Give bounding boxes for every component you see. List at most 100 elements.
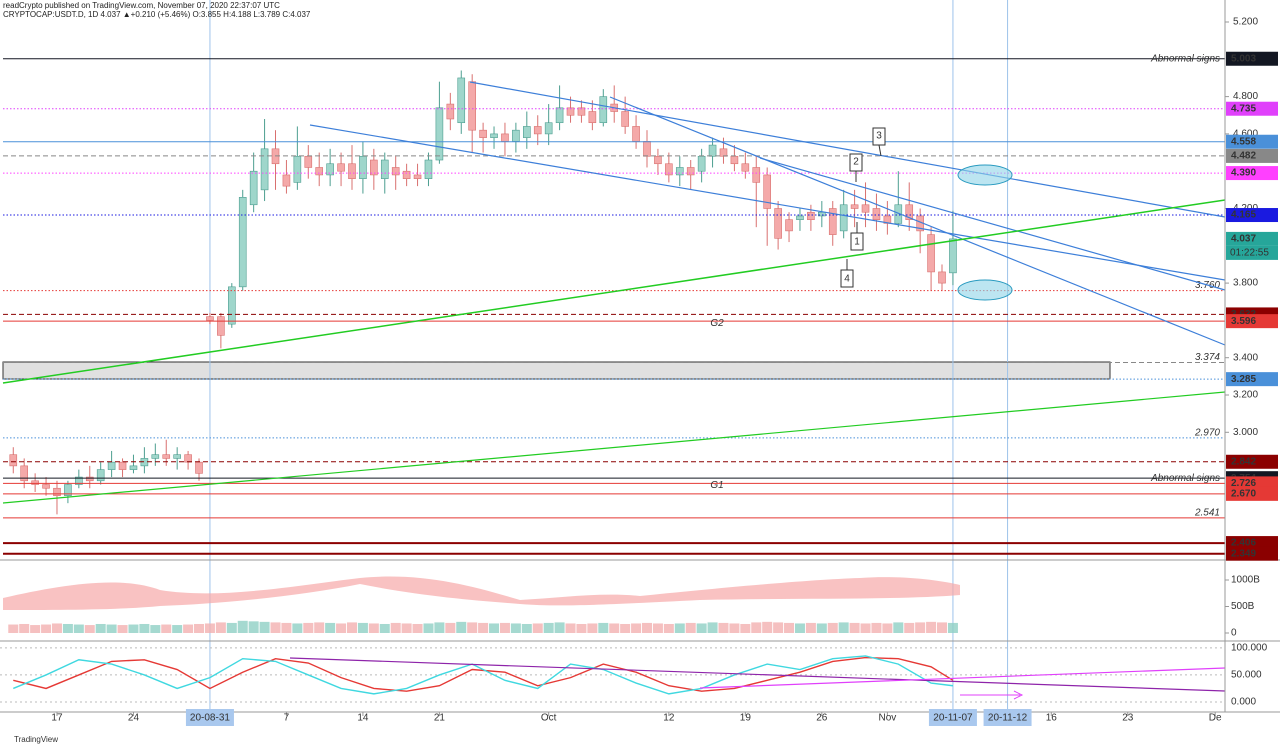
volume-bar bbox=[784, 622, 795, 633]
volume-bar bbox=[401, 623, 412, 633]
candle-body bbox=[927, 234, 935, 273]
trend-line bbox=[309, 124, 1226, 281]
volume-bar bbox=[893, 622, 904, 633]
candle-body bbox=[380, 159, 389, 179]
chart-layer: Abnormal signs3.760G23.3742.970Abnormal … bbox=[0, 0, 1225, 712]
volume-bar bbox=[499, 622, 510, 633]
candle-body bbox=[391, 167, 400, 176]
date-marker-box bbox=[983, 709, 1032, 726]
x-tick-label: 7 bbox=[284, 713, 290, 724]
volume-bar bbox=[663, 623, 674, 633]
callout-label: 3 bbox=[876, 131, 882, 142]
candle-body bbox=[479, 129, 487, 138]
candle-body bbox=[566, 107, 575, 116]
volume-bar bbox=[926, 621, 937, 633]
oscillator-line bbox=[13, 656, 954, 692]
candle-body bbox=[260, 148, 269, 191]
volume-bar bbox=[106, 624, 117, 633]
volume-bar bbox=[729, 623, 740, 633]
volume-bar bbox=[794, 623, 805, 633]
volume-bar bbox=[707, 622, 718, 633]
volume-bar bbox=[620, 623, 631, 633]
volume-bar bbox=[172, 625, 183, 633]
price-badge bbox=[1226, 546, 1278, 561]
candle-body bbox=[402, 170, 411, 179]
drawings-back bbox=[2, 361, 1111, 380]
candle-body bbox=[490, 133, 498, 138]
volume-bar bbox=[849, 622, 860, 633]
volume-bar bbox=[609, 623, 620, 633]
volume-bar bbox=[543, 622, 554, 633]
price-badge bbox=[1226, 231, 1278, 246]
y-tick-label: 500B bbox=[1231, 601, 1255, 612]
candle-body bbox=[457, 77, 466, 124]
callouts: 1 2 3 4 bbox=[840, 127, 886, 288]
price-badge bbox=[1226, 134, 1278, 149]
volume-bar bbox=[740, 623, 751, 633]
volume-bar bbox=[237, 620, 248, 633]
candle-body bbox=[315, 167, 324, 176]
price-badge-label: 2.726 bbox=[1231, 478, 1256, 489]
volume-bar bbox=[521, 623, 532, 633]
trend-line bbox=[469, 81, 1226, 218]
date-marker-label: 20-11-07 bbox=[933, 713, 973, 724]
candle-body bbox=[621, 111, 629, 127]
volume-bar bbox=[565, 623, 576, 633]
candle-body bbox=[708, 144, 717, 157]
candle-body bbox=[512, 129, 520, 142]
price-badge bbox=[1226, 536, 1278, 551]
date-marker-label: 20-11-12 bbox=[988, 713, 1028, 724]
volume-bar bbox=[773, 622, 784, 633]
candle-body bbox=[544, 122, 553, 135]
volume-bar bbox=[95, 623, 106, 633]
candle-body bbox=[162, 454, 171, 459]
volume-bar bbox=[860, 623, 871, 633]
candle-body bbox=[217, 316, 225, 336]
candle-body bbox=[523, 126, 531, 138]
candle-body bbox=[686, 167, 695, 176]
candle-body bbox=[839, 204, 848, 232]
volume-bar bbox=[467, 622, 478, 633]
candle-body bbox=[675, 167, 684, 176]
highlight-ellipse bbox=[957, 164, 1013, 186]
y-tick-label: 0 bbox=[1231, 628, 1237, 639]
date-marker-box bbox=[185, 709, 234, 726]
price-badge-label: 5.003 bbox=[1231, 53, 1256, 64]
candle-body bbox=[501, 133, 509, 142]
callout bbox=[840, 259, 854, 288]
footer-brand: TradingView bbox=[14, 735, 58, 744]
price-badge-label: 2.349 bbox=[1231, 548, 1256, 559]
price-badge bbox=[1226, 314, 1278, 329]
candle-body bbox=[249, 170, 258, 206]
candle-body bbox=[435, 107, 444, 161]
price-badge-label: 2.406 bbox=[1231, 538, 1256, 549]
candle-body bbox=[359, 155, 367, 179]
x-tick-label: 12 bbox=[663, 713, 675, 724]
candle-body bbox=[763, 174, 771, 209]
price-badge bbox=[1226, 166, 1278, 181]
x-tick-label: 19 bbox=[740, 713, 752, 724]
candle-body bbox=[9, 454, 18, 467]
candle-body bbox=[118, 461, 127, 470]
volume-bar bbox=[357, 622, 368, 633]
volume-bar bbox=[346, 622, 357, 633]
candle-body bbox=[31, 480, 39, 485]
volume-bar bbox=[882, 623, 893, 633]
volume-bar bbox=[652, 623, 663, 633]
candle-body bbox=[643, 141, 651, 157]
x-tick-label: 24 bbox=[128, 713, 140, 724]
price-badge-label: 2.842 bbox=[1231, 456, 1256, 467]
candle-body bbox=[632, 126, 640, 142]
candle-body bbox=[53, 487, 61, 497]
price-badge-label: 4.165 bbox=[1231, 210, 1256, 221]
level-note: G1 bbox=[710, 480, 723, 491]
x-tick-label: Nov bbox=[878, 713, 896, 724]
volume-bar bbox=[368, 623, 379, 633]
candle-body bbox=[238, 197, 247, 288]
highlight-ellipse bbox=[957, 279, 1013, 301]
y-tick-label: 3.200 bbox=[1233, 390, 1258, 401]
price-badge bbox=[1226, 454, 1278, 469]
candle-body bbox=[861, 204, 870, 213]
x-tick-label: 14 bbox=[357, 713, 369, 724]
candle-body bbox=[151, 454, 160, 459]
